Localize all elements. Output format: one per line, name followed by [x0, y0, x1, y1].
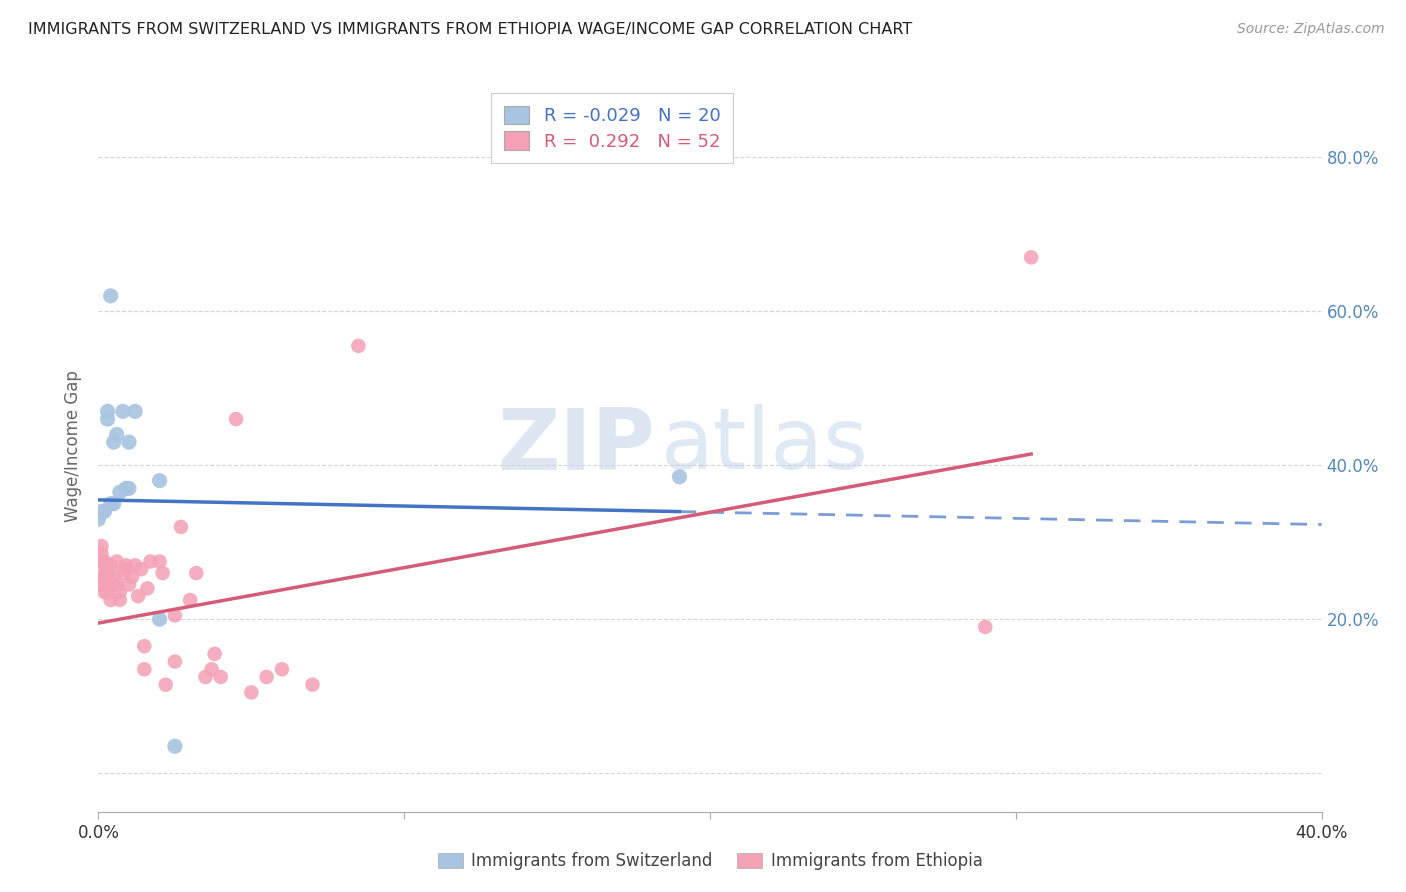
Text: ZIP: ZIP — [498, 404, 655, 488]
Point — [100, 497, 122, 511]
Point — [97, 585, 120, 599]
Point — [121, 570, 143, 584]
Point — [149, 474, 172, 488]
Point — [240, 685, 263, 699]
Point — [163, 655, 186, 669]
Point — [974, 620, 997, 634]
Point — [97, 412, 120, 426]
Point — [97, 566, 120, 580]
Point — [124, 404, 146, 418]
Point — [105, 554, 128, 568]
Legend: Immigrants from Switzerland, Immigrants from Ethiopia: Immigrants from Switzerland, Immigrants … — [430, 846, 990, 877]
Point — [129, 562, 152, 576]
Point — [170, 520, 193, 534]
Point — [115, 481, 138, 495]
Point — [93, 504, 115, 518]
Point — [301, 678, 323, 692]
Point — [155, 678, 177, 692]
Point — [90, 539, 112, 553]
Point — [108, 485, 131, 500]
Point — [108, 593, 131, 607]
Point — [93, 585, 115, 599]
Point — [270, 662, 292, 676]
Point — [90, 554, 112, 568]
Point — [97, 577, 120, 591]
Point — [115, 558, 138, 573]
Point — [100, 593, 122, 607]
Point — [163, 608, 186, 623]
Point — [149, 612, 172, 626]
Text: atlas: atlas — [661, 404, 869, 488]
Point — [111, 566, 134, 580]
Point — [100, 289, 122, 303]
Point — [105, 427, 128, 442]
Point — [163, 739, 186, 754]
Point — [194, 670, 217, 684]
Point — [225, 412, 247, 426]
Point — [90, 547, 112, 561]
Y-axis label: Wage/Income Gap: Wage/Income Gap — [65, 370, 83, 522]
Point — [134, 662, 156, 676]
Point — [186, 566, 208, 580]
Point — [93, 554, 115, 568]
Point — [108, 585, 131, 599]
Text: IMMIGRANTS FROM SWITZERLAND VS IMMIGRANTS FROM ETHIOPIA WAGE/INCOME GAP CORRELAT: IMMIGRANTS FROM SWITZERLAND VS IMMIGRANT… — [28, 22, 912, 37]
Point — [200, 662, 222, 676]
Point — [97, 404, 120, 418]
Point — [118, 435, 141, 450]
Point — [103, 577, 125, 591]
Point — [152, 566, 174, 580]
Point — [100, 558, 122, 573]
Point — [127, 589, 149, 603]
Point — [149, 554, 172, 568]
Point — [93, 570, 115, 584]
Point — [256, 670, 278, 684]
Point — [103, 570, 125, 584]
Point — [87, 512, 110, 526]
Point — [118, 481, 141, 495]
Point — [139, 554, 162, 568]
Point — [93, 558, 115, 573]
Point — [124, 558, 146, 573]
Point — [179, 593, 201, 607]
Point — [111, 404, 134, 418]
Point — [134, 639, 156, 653]
Point — [90, 577, 112, 591]
Point — [103, 497, 125, 511]
Point — [90, 504, 112, 518]
Point — [105, 577, 128, 591]
Text: Source: ZipAtlas.com: Source: ZipAtlas.com — [1237, 22, 1385, 37]
Point — [103, 435, 125, 450]
Point — [115, 562, 138, 576]
Point — [204, 647, 226, 661]
Point — [209, 670, 232, 684]
Point — [90, 570, 112, 584]
Point — [118, 577, 141, 591]
Point — [136, 582, 159, 596]
Point — [1019, 251, 1042, 265]
Point — [347, 339, 370, 353]
Point — [668, 470, 690, 484]
